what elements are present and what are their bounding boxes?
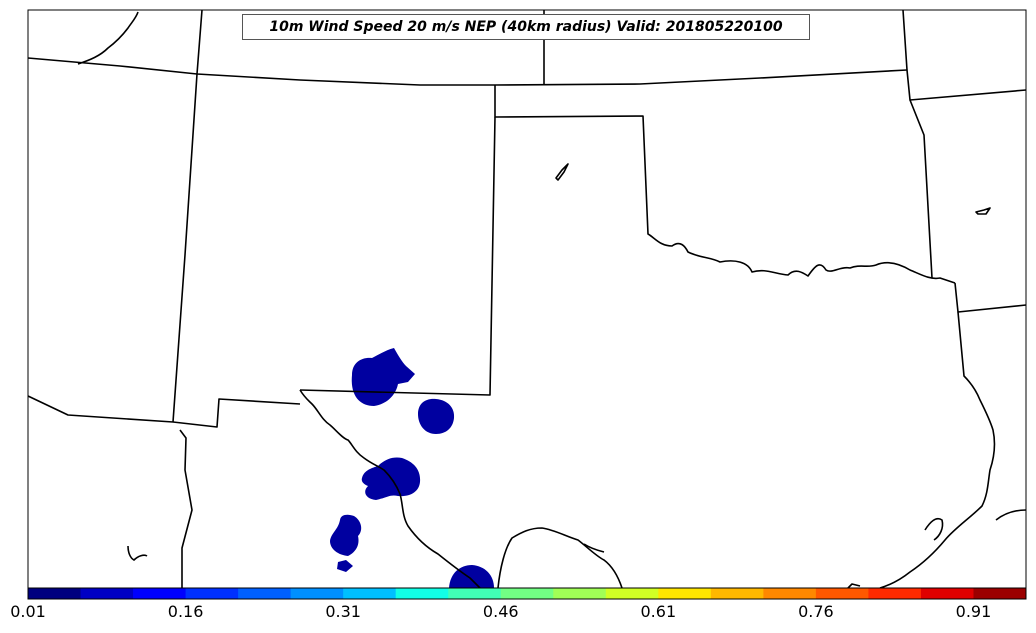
colorbar-segment — [238, 588, 292, 599]
colorbar-tick-label: 0.91 — [955, 602, 992, 621]
colorbar-segment — [868, 588, 922, 599]
map-title: 10m Wind Speed 20 m/s NEP (40km radius) … — [242, 14, 810, 40]
probability-area-2 — [418, 398, 455, 434]
colorbar-segment — [133, 588, 187, 599]
colorbar-segment — [815, 588, 869, 599]
colorbar-segment — [448, 588, 502, 599]
colorbar-segment — [763, 588, 817, 599]
colorbar-segment — [290, 588, 344, 599]
colorbar-tick-label: 0.46 — [482, 602, 519, 621]
colorbar-segment — [553, 588, 607, 599]
colorbar-segment — [185, 588, 239, 599]
colorbar-segment — [605, 588, 659, 599]
plot-area — [27, 9, 1027, 589]
colorbar-segment — [395, 588, 449, 599]
colorbar-tick-label: 0.76 — [798, 602, 834, 621]
colorbar-segment — [973, 588, 1027, 599]
colorbar-segment — [920, 588, 974, 599]
colorbar-tick-label: 0.01 — [10, 602, 46, 621]
colorbar-frame — [27, 587, 1027, 600]
colorbar — [28, 588, 1027, 599]
colorbar-segment — [658, 588, 712, 599]
colorbar-tick-label: 0.16 — [167, 602, 204, 621]
colorbar-segment — [710, 588, 764, 599]
colorbar-segment — [80, 588, 134, 599]
colorbar-segment — [343, 588, 397, 599]
colorbar-segment — [28, 588, 82, 599]
colorbar-segment — [500, 588, 554, 599]
colorbar-tick-label: 0.61 — [640, 602, 677, 621]
boundary-lines — [27, 9, 1027, 589]
colorbar-tick-label: 0.31 — [325, 602, 361, 621]
probability-area-4 — [330, 514, 362, 572]
